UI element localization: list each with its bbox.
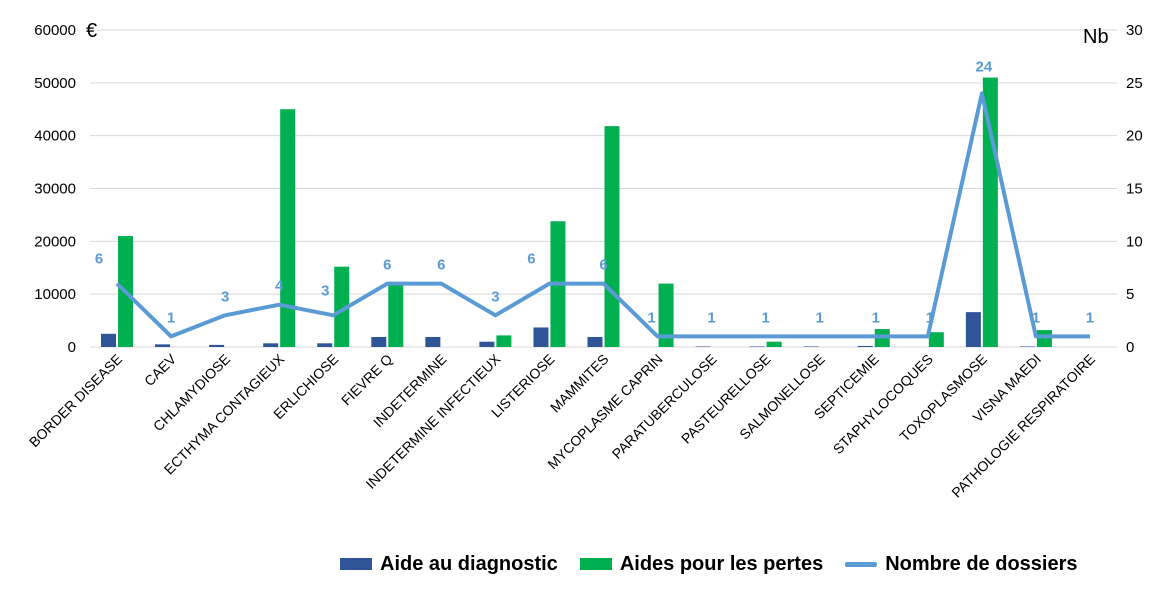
category-label: CAEV xyxy=(141,350,180,389)
line-data-label: 1 xyxy=(872,309,880,326)
line-data-label: 24 xyxy=(976,58,993,75)
line-data-label: 6 xyxy=(383,257,391,274)
line-nombre-dossiers xyxy=(115,91,1090,339)
legend-item-aide-diagnostic: Aide au diagnostic xyxy=(340,553,558,576)
bars xyxy=(101,77,1052,348)
line-data-label: 3 xyxy=(221,288,229,305)
right-tick-label: 10 xyxy=(1126,233,1143,250)
line-data-label: 6 xyxy=(527,251,535,268)
bar-aides-pertes xyxy=(388,284,404,347)
right-tick-label: 0 xyxy=(1126,339,1134,356)
line-data-labels: 6 1 3 4 3 6 6 3 6 6 1 1 1 1 1 1 24 1 1 xyxy=(95,58,1094,326)
bar-aide-diagnostic xyxy=(1019,346,1035,347)
line-data-label: 3 xyxy=(321,282,329,299)
bar-aide-diagnostic xyxy=(263,343,279,347)
bar-aide-diagnostic xyxy=(803,346,819,347)
bar-aides-pertes xyxy=(604,126,620,347)
bar-aide-diagnostic xyxy=(101,333,117,347)
bar-aides-pertes xyxy=(766,341,782,347)
right-axis-ticks: 0 5 10 15 20 25 30 xyxy=(1126,22,1143,356)
bar-aide-diagnostic xyxy=(425,336,441,347)
category-label: PASTEURELLOSE xyxy=(678,351,774,447)
legend-label: Aides pour les pertes xyxy=(619,552,824,575)
legend-label: Nombre de dossiers xyxy=(885,552,1078,575)
right-tick-label: 5 xyxy=(1126,286,1134,303)
bar-aides-pertes xyxy=(982,77,998,348)
line-data-label: 3 xyxy=(491,288,499,305)
right-axis-unit: Nb xyxy=(1083,26,1109,48)
line-data-label: 1 xyxy=(816,309,824,326)
category-label: PARATUBERCULOSE xyxy=(609,351,720,462)
left-axis-ticks: 0 10000 20000 30000 40000 50000 60000 xyxy=(34,22,76,356)
left-tick-label: 0 xyxy=(68,339,76,356)
left-axis-unit: € xyxy=(86,20,97,42)
left-tick-label: 40000 xyxy=(34,128,76,145)
legend-swatch xyxy=(340,558,372,570)
bar-aides-pertes xyxy=(496,335,512,347)
line-data-label: 1 xyxy=(647,309,655,326)
legend-line-swatch xyxy=(845,561,878,567)
left-tick-label: 20000 xyxy=(34,233,76,250)
line-data-label: 1 xyxy=(707,309,715,326)
bar-aides-pertes xyxy=(928,332,944,347)
bar-aide-diagnostic xyxy=(533,327,549,347)
line-data-label: 1 xyxy=(1086,309,1094,326)
legend-item-aides-pertes: Aides pour les pertes xyxy=(579,552,824,576)
bar-aides-pertes xyxy=(658,283,674,347)
bar-aide-diagnostic xyxy=(857,345,873,347)
right-tick-label: 25 xyxy=(1126,75,1143,92)
legend-item-nombre-dossiers: Nombre de dossiers xyxy=(845,552,1078,576)
line-series xyxy=(115,91,1090,339)
bar-aide-diagnostic xyxy=(749,346,765,347)
legend-swatch xyxy=(579,558,612,570)
bar-aide-diagnostic xyxy=(587,336,603,347)
line-data-label: 1 xyxy=(761,309,769,326)
legend: Aide au diagnostic Aides pour les pertes… xyxy=(340,550,1078,578)
bar-aide-diagnostic xyxy=(317,343,333,347)
bar-aide-diagnostic xyxy=(695,346,711,347)
line-data-label: 6 xyxy=(599,257,607,274)
bar-aide-diagnostic xyxy=(965,312,981,347)
right-tick-label: 20 xyxy=(1126,128,1143,145)
line-data-label: 6 xyxy=(95,251,103,268)
bar-aides-pertes xyxy=(280,109,296,347)
line-data-label: 1 xyxy=(926,309,934,326)
category-label: FIEVRE Q xyxy=(338,351,396,409)
left-tick-label: 30000 xyxy=(34,181,76,198)
left-tick-label: 50000 xyxy=(34,75,76,92)
line-data-label: 1 xyxy=(167,309,175,326)
bar-aide-diagnostic xyxy=(479,341,495,347)
left-tick-label: 10000 xyxy=(34,286,76,303)
bar-aides-pertes xyxy=(1036,330,1052,347)
category-label: BORDER DISEASE xyxy=(26,351,125,450)
bar-aide-diagnostic xyxy=(371,336,387,347)
line-data-label: 1 xyxy=(1032,309,1040,326)
bar-aides-pertes xyxy=(334,266,350,347)
bar-aide-diagnostic xyxy=(155,344,171,347)
right-tick-label: 30 xyxy=(1126,22,1143,39)
legend-label: Aide au diagnostic xyxy=(380,552,558,575)
right-tick-label: 15 xyxy=(1126,181,1143,198)
category-label: STAPHYLOCOQUES xyxy=(830,351,936,457)
gridlines xyxy=(90,29,1117,348)
bar-aide-diagnostic xyxy=(209,344,225,347)
left-tick-label: 60000 xyxy=(34,22,76,39)
line-data-label: 4 xyxy=(275,278,284,295)
line-data-label: 6 xyxy=(437,257,445,274)
